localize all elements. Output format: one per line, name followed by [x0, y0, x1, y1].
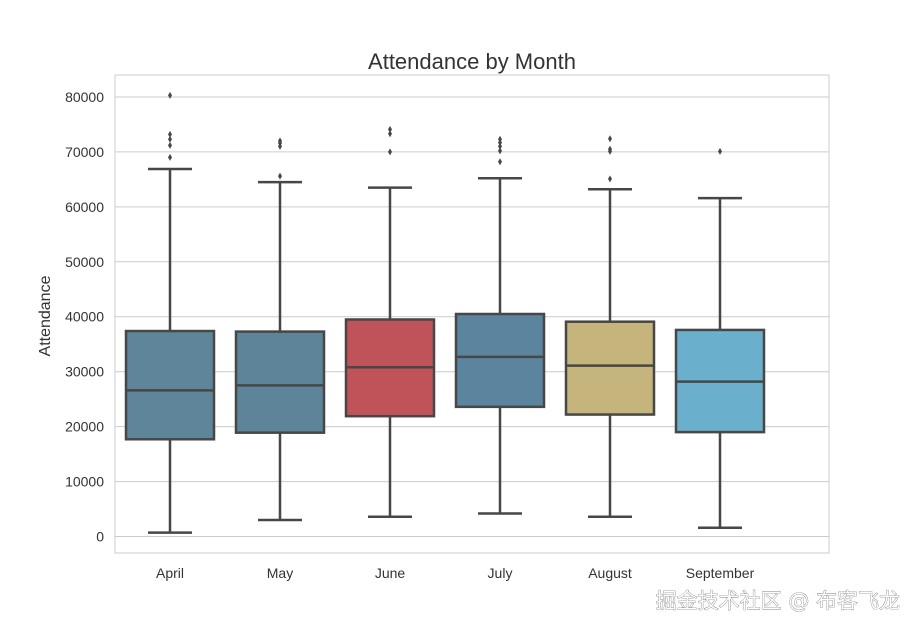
outlier-point [498, 135, 502, 143]
y-tick-label: 0 [96, 529, 104, 545]
box-september [674, 147, 766, 529]
y-axis-ticks: 0 10000 20000 30000 40000 50000 60000 70000 8000… [65, 89, 104, 545]
iqr-box [234, 330, 326, 434]
outlier-point [388, 148, 392, 156]
y-tick-label: 70000 [65, 144, 104, 160]
outlier-point [498, 158, 502, 166]
y-tick-label: 30000 [65, 364, 104, 380]
outlier-point [168, 130, 172, 138]
x-tick-label: August [588, 565, 632, 581]
box-april [124, 91, 216, 534]
box-august [564, 135, 656, 518]
outlier-point [278, 137, 282, 145]
x-tick-label: April [156, 565, 184, 581]
y-axis-label: Attendance [37, 275, 54, 356]
iqr-box [564, 320, 656, 416]
y-tick-label: 10000 [65, 474, 104, 490]
y-tick-label: 80000 [65, 89, 104, 105]
chart-title: Attendance by Month [368, 49, 576, 74]
y-tick-label: 50000 [65, 254, 104, 270]
outlier-point [278, 172, 282, 180]
iqr-box [454, 312, 546, 409]
outlier-point [498, 142, 502, 150]
x-tick-label: June [375, 565, 406, 581]
x-tick-label: July [488, 565, 513, 581]
outlier-point [608, 175, 612, 183]
outlier-point [168, 91, 172, 99]
box-july [454, 135, 546, 515]
box-series [124, 91, 766, 534]
outlier-point [168, 135, 172, 143]
y-tick-label: 60000 [65, 199, 104, 215]
y-tick-label: 20000 [65, 419, 104, 435]
box-may [234, 137, 326, 522]
outlier-point [608, 135, 612, 143]
grid-lines [115, 96, 829, 538]
outlier-point [388, 125, 392, 133]
outlier-point [498, 147, 502, 155]
plot-area-frame [114, 74, 830, 554]
outlier-point [608, 145, 612, 153]
y-tick-label: 40000 [65, 309, 104, 325]
outlier-point [168, 141, 172, 149]
outlier-point [388, 130, 392, 138]
watermark-text: 掘金技术社区 @ 布客飞龙 [656, 589, 900, 613]
outlier-point [718, 147, 722, 155]
outlier-point [168, 153, 172, 161]
iqr-box [124, 329, 216, 441]
x-tick-label: September [686, 565, 755, 581]
box-june [344, 125, 436, 518]
x-axis-ticks: April May June July August September [156, 565, 755, 581]
x-tick-label: May [267, 565, 293, 581]
